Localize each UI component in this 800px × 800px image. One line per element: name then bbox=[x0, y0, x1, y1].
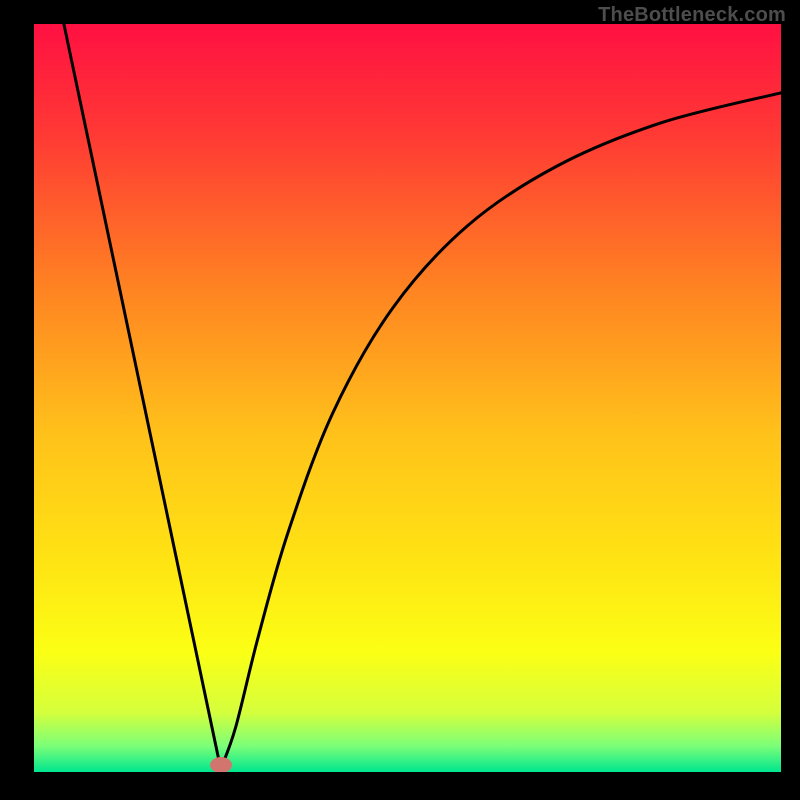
chart-frame: TheBottleneck.com bbox=[0, 0, 800, 800]
minimum-marker bbox=[210, 757, 232, 772]
plot-area bbox=[34, 24, 781, 772]
curve-layer bbox=[34, 24, 781, 772]
curve-path bbox=[64, 24, 781, 769]
watermark-text: TheBottleneck.com bbox=[598, 4, 786, 27]
